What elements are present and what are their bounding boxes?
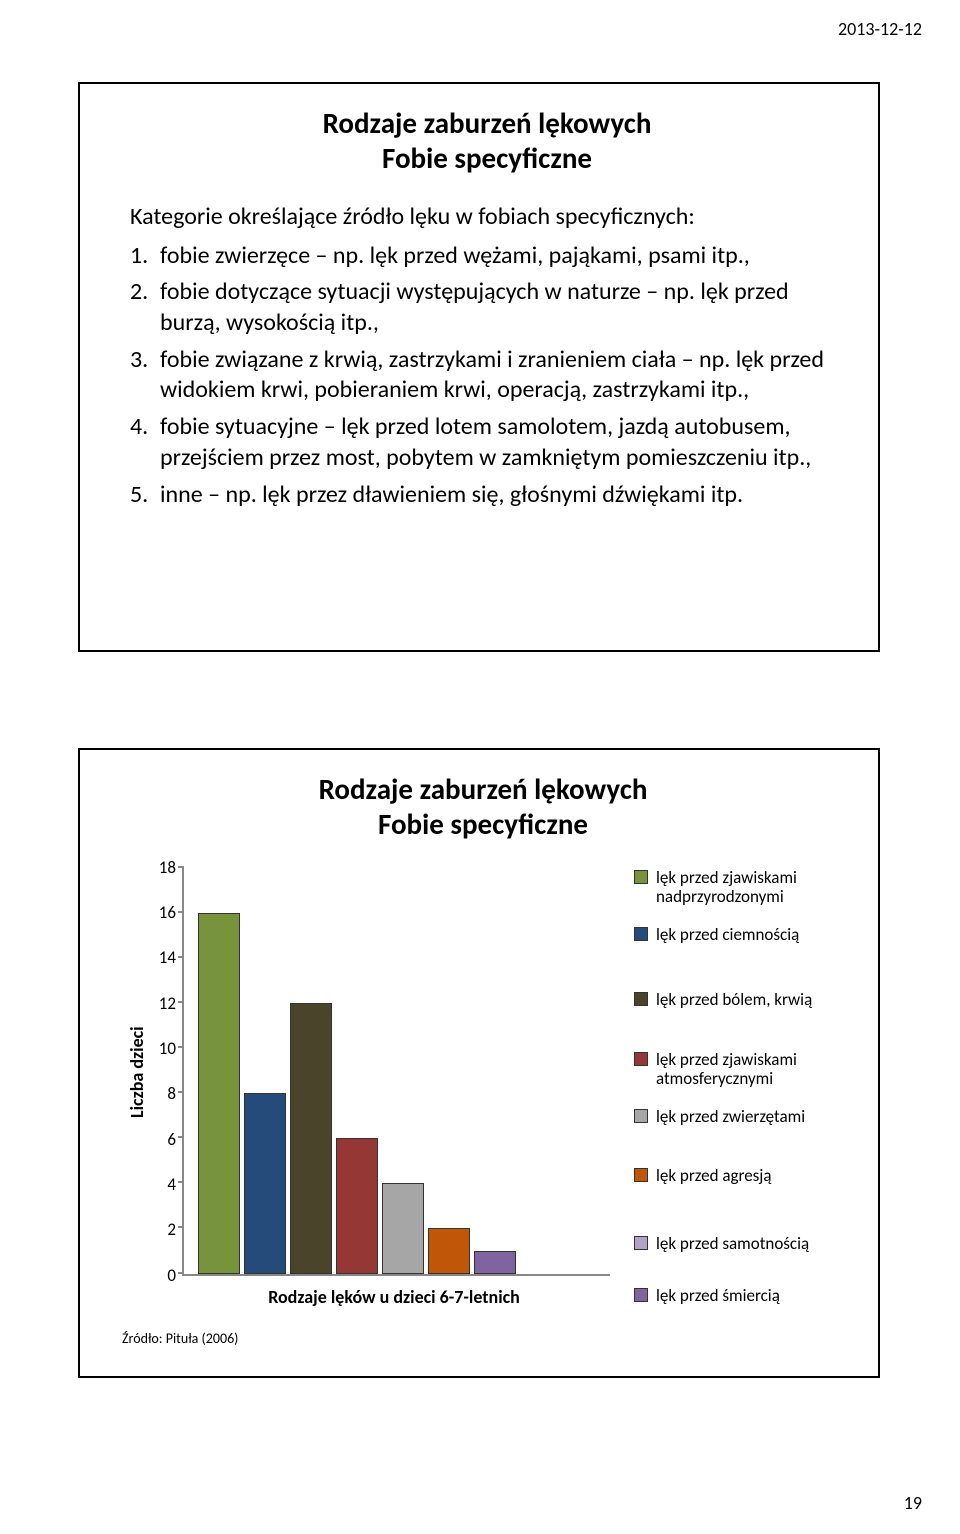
legend-swatch <box>634 1236 648 1250</box>
legend-item: lęk przed bólem, krwią <box>634 990 844 1010</box>
chart-bar <box>290 1003 332 1274</box>
legend-item: lęk przed zwierzętami <box>634 1107 844 1127</box>
list-item: 1.fobie zwierzęce – np. lęk przed wężami… <box>130 241 844 272</box>
chart-bar <box>198 913 240 1274</box>
chart-plot-area <box>182 868 610 1276</box>
legend-item: lęk przed śmiercią <box>634 1286 844 1306</box>
legend-label: lęk przed zwierzętami <box>656 1107 844 1127</box>
chart-legend: lęk przed zjawiskami nadprzyrodzonymi lęk… <box>610 868 844 1308</box>
legend-label: lęk przed śmiercią <box>656 1286 844 1306</box>
legend-label: lęk przed zjawiskami atmosferycznymi <box>656 1050 844 1089</box>
list-item: 5.inne – np. lęk przez dławieniem się, g… <box>130 480 844 511</box>
legend-item: lęk przed ciemnością <box>634 925 844 945</box>
chart-bar <box>244 1093 286 1273</box>
slide-1-list: 1.fobie zwierzęce – np. lęk przed wężami… <box>130 241 844 511</box>
legend-item: lęk przed zjawiskami nadprzyrodzonymi <box>634 868 844 907</box>
slide-2-title: Rodzaje zaburzeń lękowych Fobie specyfic… <box>122 772 844 842</box>
legend-label: lęk przed zjawiskami nadprzyrodzonymi <box>656 868 844 907</box>
list-item: 2.fobie dotyczące sytuacji występujących… <box>130 277 844 338</box>
title-line-2: Fobie specyficzne <box>378 806 588 842</box>
legend-item: lęk przed agresją <box>634 1166 844 1186</box>
chart-bar <box>474 1251 516 1274</box>
chart-bar <box>428 1228 470 1273</box>
legend-swatch <box>634 1052 648 1066</box>
legend-item: lęk przed samotnością <box>634 1234 844 1254</box>
slide-1-title: Rodzaje zaburzeń lękowych Fobie specyfic… <box>130 106 844 176</box>
chart-bar <box>336 1138 378 1273</box>
list-item: 4.fobie sytuacyjne – lęk przed lotem sam… <box>130 412 844 473</box>
legend-item: lęk przed zjawiskami atmosferycznymi <box>634 1050 844 1089</box>
page-number: 19 <box>904 1492 922 1514</box>
legend-swatch <box>634 870 648 884</box>
legend-swatch <box>634 1109 648 1123</box>
chart-source: Źródło: Pituła (2006) <box>122 1330 844 1347</box>
title-line-2: Fobie specyficzne <box>382 140 592 176</box>
list-item: 3.fobie związane z krwią, zastrzykami i … <box>130 345 844 406</box>
legend-label: lęk przed agresją <box>656 1166 844 1186</box>
legend-swatch <box>634 992 648 1006</box>
title-line-1: Rodzaje zaburzeń lękowych <box>323 105 652 141</box>
legend-swatch <box>634 1288 648 1302</box>
y-axis-ticks: 181614121086420 <box>152 868 182 1276</box>
x-axis-label: Rodzaje lęków u dzieci 6-7-letnich <box>122 1276 610 1308</box>
y-axis-label: Liczba dzieci <box>122 868 152 1276</box>
legend-label: lęk przed samotnością <box>656 1234 844 1254</box>
slide-2: Rodzaje zaburzeń lękowych Fobie specyfic… <box>78 748 880 1378</box>
legend-swatch <box>634 1168 648 1182</box>
legend-label: lęk przed bólem, krwią <box>656 990 844 1010</box>
chart: Liczba dzieci 181614121086420 Rodzaje lę… <box>122 868 844 1308</box>
chart-bar <box>382 1183 424 1273</box>
slide-1: Rodzaje zaburzeń lękowych Fobie specyfic… <box>78 82 880 652</box>
header-date: 2013-12-12 <box>838 18 922 40</box>
legend-swatch <box>634 927 648 941</box>
title-line-1: Rodzaje zaburzeń lękowych <box>319 771 648 807</box>
slide-1-intro: Kategorie określające źródło lęku w fobi… <box>130 202 844 231</box>
legend-label: lęk przed ciemnością <box>656 925 844 945</box>
